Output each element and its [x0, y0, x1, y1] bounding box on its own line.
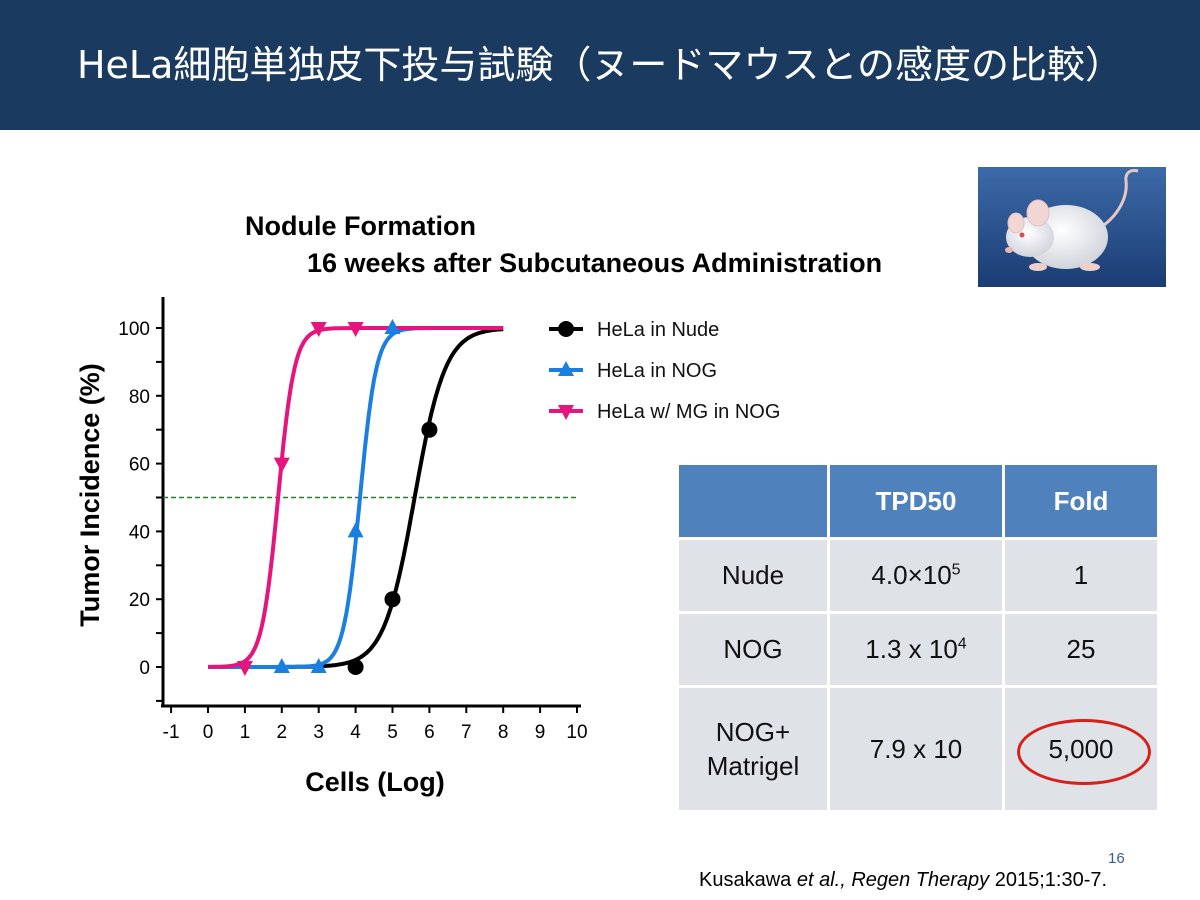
data-point: [236, 661, 253, 676]
y-tick-label: 40: [129, 522, 150, 543]
table-row: NOG+ Matrigel 7.9 x 10 5,000: [676, 685, 1160, 813]
table-header-row: TPD50 Fold: [676, 462, 1160, 540]
x-tick-label: 3: [313, 722, 324, 743]
data-point: [273, 658, 290, 673]
x-tick-label: 9: [535, 722, 546, 743]
y-tick-label: 20: [129, 590, 150, 611]
table-cell-fold: 25: [1002, 611, 1160, 688]
legend-label: HeLa in NOG: [597, 360, 717, 382]
data-point: [347, 522, 364, 538]
highlight-circle: [1016, 719, 1151, 785]
table-row: NOG 1.3 x 104 25: [676, 611, 1160, 688]
table-header-cell: Fold: [1002, 462, 1160, 540]
x-tick-label: 5: [387, 722, 398, 743]
mouse-photo: [978, 167, 1166, 287]
legend-marker: [558, 405, 574, 420]
table-row: Nude 4.0×105 1: [676, 537, 1160, 614]
data-point: [310, 658, 327, 673]
tpd50-table: TPD50 Fold Nude 4.0×105 1 NOG 1.3 x 104 …: [676, 462, 1160, 813]
page-number: 16: [1108, 850, 1125, 867]
x-tick-label: 0: [203, 722, 214, 743]
legend-label: HeLa w/ MG in NOG: [597, 401, 780, 423]
data-point: [347, 659, 364, 675]
table-cell-label: Nude: [676, 537, 830, 614]
slide-title: HeLa細胞単独皮下投与試験（ヌードマウスとの感度の比較）: [76, 43, 1124, 87]
data-point: [384, 319, 401, 334]
table-header-cell: [676, 462, 830, 540]
y-tick-label: 100: [118, 319, 150, 340]
y-tick-label: 60: [129, 455, 150, 476]
table-cell-label: NOG: [676, 611, 830, 688]
legend-marker: [558, 361, 574, 376]
legend-marker: [558, 321, 574, 337]
legend-label: HeLa in Nude: [597, 319, 719, 341]
title-banner: [0, 0, 1200, 130]
x-tick-label: 2: [277, 722, 288, 743]
table-cell-tpd50: 7.9 x 10: [827, 685, 1005, 813]
x-tick-label: -1: [163, 722, 180, 743]
data-point: [273, 457, 290, 473]
y-tick-label: 80: [129, 387, 150, 408]
table-cell-fold: 1: [1002, 537, 1160, 614]
x-tick-label: 7: [461, 722, 472, 743]
data-point: [384, 591, 401, 608]
data-point: [421, 421, 438, 438]
y-tick-label: 0: [139, 658, 150, 679]
data-point: [310, 322, 327, 337]
citation: Kusakawa et al., Regen Therapy 2015;1:30…: [699, 869, 1108, 891]
chart-title: Nodule Formation: [245, 211, 476, 241]
table-cell-fold: 5,000: [1002, 685, 1160, 813]
x-tick-label: 6: [424, 722, 435, 743]
chart-subtitle: 16 weeks after Subcutaneous Administrati…: [307, 248, 883, 278]
x-tick-label: 1: [240, 722, 251, 743]
x-axis-label: Cells (Log): [305, 767, 445, 797]
table-header-cell: TPD50: [827, 462, 1005, 540]
x-tick-label: 8: [498, 722, 509, 743]
y-axis-label: Tumor Incidence (%): [75, 363, 105, 627]
table-cell-label: NOG+ Matrigel: [676, 685, 830, 813]
x-tick-label: 4: [350, 722, 361, 743]
data-point: [347, 322, 364, 337]
table-cell-tpd50: 1.3 x 104: [827, 611, 1005, 688]
table-cell-tpd50: 4.0×105: [827, 537, 1005, 614]
x-tick-label: 10: [566, 722, 587, 743]
